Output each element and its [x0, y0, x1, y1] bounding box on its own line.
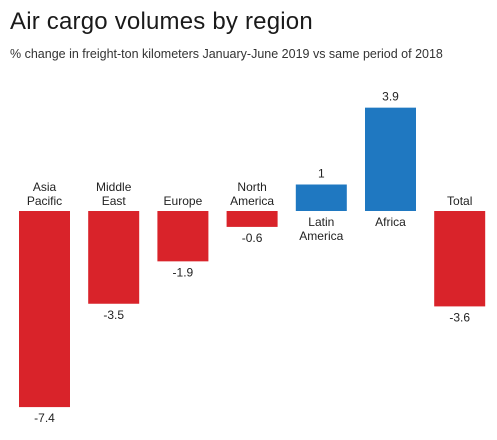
value-label-5: 3.9 [382, 90, 399, 104]
bar-0 [19, 211, 70, 408]
bar-4 [295, 184, 347, 211]
value-label-6: -3.6 [449, 310, 470, 324]
category-label-5-0: Africa [375, 215, 406, 229]
category-label-6-0: Total [447, 194, 472, 208]
category-label-2-0: Europe [164, 194, 203, 208]
category-label-4-1: America [299, 229, 343, 243]
bar-2 [157, 211, 209, 262]
category-label-0-0: Asia [33, 180, 57, 194]
bar-6 [434, 211, 486, 307]
value-label-4: 1 [318, 167, 325, 181]
value-label-1: -3.5 [103, 308, 124, 322]
chart-title: Air cargo volumes by region [10, 8, 313, 35]
bar-1 [88, 211, 140, 304]
value-label-2: -1.9 [173, 265, 194, 279]
value-label-0: -7.4 [34, 411, 55, 425]
category-label-1-1: East [102, 194, 127, 208]
bar-5 [365, 107, 416, 211]
chart-subtitle: % change in freight-ton kilometers Janua… [10, 47, 443, 61]
category-label-3-0: North [237, 180, 266, 194]
value-label-3: -0.6 [242, 231, 263, 245]
category-label-3-1: America [230, 194, 274, 208]
category-label-1-0: Middle [96, 180, 132, 194]
category-label-0-1: Pacific [27, 194, 62, 208]
category-label-4-0: Latin [308, 215, 334, 229]
bar-3 [226, 211, 278, 227]
